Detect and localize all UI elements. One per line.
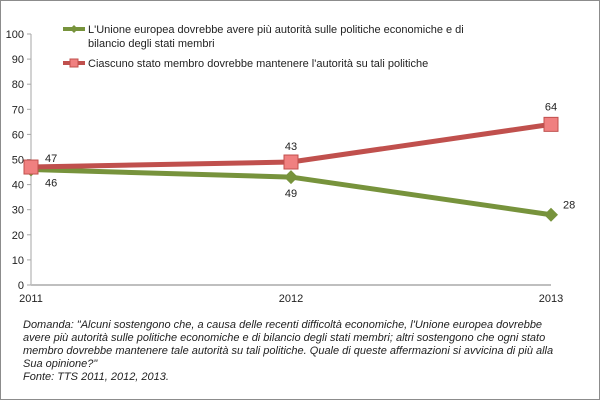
- question-line: membro dovrebbe mantenere tale autorità …: [23, 345, 554, 357]
- source-text: Fonte: TTS 2011, 2012, 2013.: [23, 371, 169, 383]
- y-tick-label: 40: [12, 180, 24, 192]
- y-tick-label: 30: [12, 205, 24, 217]
- chart-note: Domanda: "Alcuni sostengono che, a causa…: [23, 319, 583, 384]
- x-tick-label: 2013: [539, 293, 563, 305]
- y-tick-label: 100: [6, 29, 24, 41]
- line-chart: 0 10 20 30 40 50 60 70 80 90 100 2011 2012 2013 46 49 28…: [6, 24, 576, 305]
- x-tick-label: 2011: [19, 293, 43, 305]
- x-tick-label: 2012: [279, 293, 303, 305]
- y-tick-label: 60: [12, 129, 24, 141]
- data-label: 28: [563, 200, 575, 212]
- legend-label: bilancio degli stati membri: [88, 38, 215, 50]
- y-tick-label: 90: [12, 54, 24, 66]
- legend-label: Ciascuno stato membro dovrebbe mantenere…: [88, 58, 428, 70]
- data-point-square: [283, 154, 299, 170]
- y-tick-label: 20: [12, 230, 24, 242]
- y-tick-label: 10: [12, 255, 24, 267]
- data-label: 43: [285, 141, 297, 153]
- y-tick-label: 70: [12, 104, 24, 116]
- data-point-square: [543, 116, 559, 132]
- legend-marker-square: [69, 58, 79, 68]
- data-point-diamond: [544, 207, 558, 222]
- data-point-square: [23, 159, 39, 175]
- data-label: 64: [545, 101, 557, 113]
- legend-marker-diamond: [70, 25, 78, 33]
- y-tick-label: 80: [12, 79, 24, 91]
- data-label: 46: [45, 178, 57, 190]
- data-label: 47: [45, 153, 57, 165]
- question-line: Sua opinione?": [23, 358, 98, 370]
- data-point-diamond: [284, 170, 298, 185]
- question-line: Domanda: "Alcuni sostengono che, a causa…: [23, 319, 543, 331]
- data-label: 49: [285, 188, 297, 200]
- y-tick-label: 50: [12, 155, 24, 167]
- question-line: avere più autorità sulle politiche econo…: [23, 332, 546, 344]
- y-tick-label: 0: [18, 280, 24, 292]
- legend-label: L'Unione europea dovrebbe avere più auto…: [88, 24, 464, 36]
